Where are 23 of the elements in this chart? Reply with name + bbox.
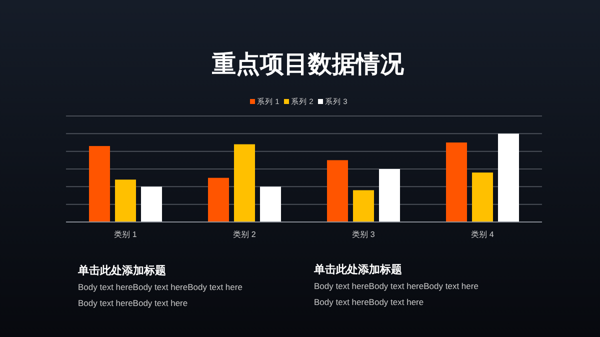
x-tick-label: 类别 1 (114, 230, 138, 239)
text: Body text hereBody text hereBody text here (78, 282, 243, 292)
bar (446, 142, 467, 222)
text: Body text hereBody text here (78, 298, 188, 308)
bar (141, 186, 162, 222)
x-tick-label: 类别 4 (471, 230, 494, 239)
bar (260, 186, 281, 222)
bar (115, 180, 136, 222)
x-tick-label: 类别 3 (352, 230, 376, 239)
bar (234, 144, 255, 222)
bar (353, 190, 374, 222)
bar (498, 134, 519, 222)
text: Body text hereBody text hereBody text here (314, 281, 479, 291)
text: 单击此处添加标题 (77, 264, 166, 277)
bar (379, 169, 400, 222)
text: Body text hereBody text here (314, 297, 424, 307)
text: 单击此处添加标题 (313, 263, 402, 276)
chart-title: 重点项目数据情况 (211, 51, 405, 78)
bar (472, 172, 493, 222)
bar (208, 178, 229, 222)
bar (327, 160, 348, 222)
bar (89, 146, 110, 222)
x-tick-label: 类别 2 (233, 230, 256, 239)
